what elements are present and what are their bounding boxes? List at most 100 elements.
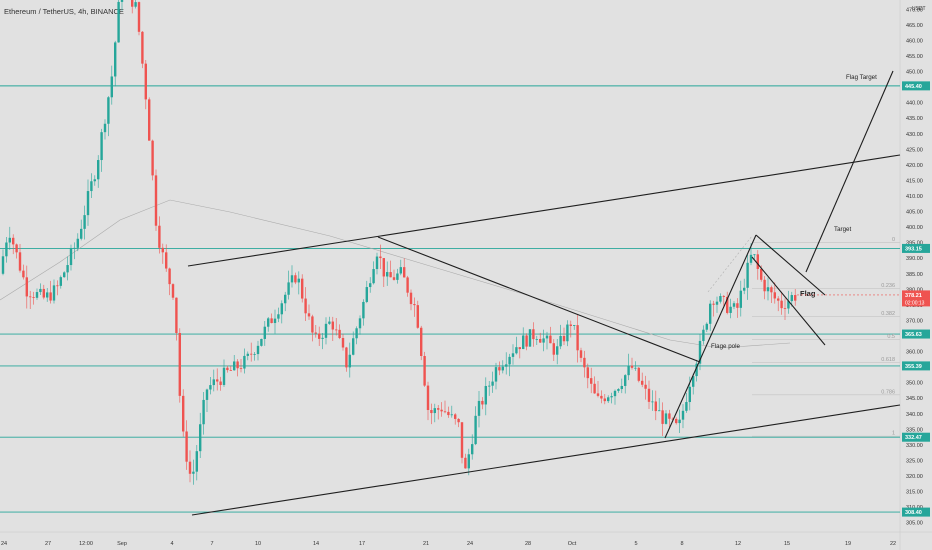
candle-body [355, 328, 358, 339]
level-price-label: 365.63 [905, 332, 922, 338]
candle-body [175, 297, 178, 334]
candle-body [35, 292, 39, 298]
candle-body [73, 247, 76, 249]
candle-body [423, 356, 426, 386]
candle-body [304, 298, 307, 314]
candle-body [624, 375, 627, 386]
candle-body [664, 413, 668, 424]
candle-body [753, 254, 756, 256]
candle-body [603, 398, 606, 402]
candle-body [756, 254, 759, 269]
candle-body [15, 244, 18, 253]
current-price-tag [902, 290, 930, 307]
x-tick-label: 22 [890, 541, 896, 547]
candle-body [216, 379, 219, 382]
candle-body [641, 380, 644, 385]
chart-annotation: Flag Target [846, 74, 877, 81]
candle-body [620, 385, 623, 390]
candle-body [460, 422, 464, 458]
candle-body [161, 247, 164, 253]
candle-body [593, 383, 596, 394]
chart-annotation: Flage pole [711, 343, 740, 350]
candle-body [182, 395, 185, 432]
candle-body [766, 287, 770, 292]
y-tick-label: 335.00 [906, 427, 923, 433]
candle-body [321, 337, 324, 339]
candle-body [474, 415, 477, 445]
y-tick-label: 460.00 [906, 38, 923, 44]
candle-body [607, 397, 610, 402]
candle-body [86, 191, 90, 216]
candle-body [144, 63, 147, 100]
candle-body [365, 287, 368, 302]
candle-body [399, 267, 402, 274]
fib-level-label: 0.618 [881, 357, 895, 363]
chart-annotation: Flag [800, 289, 816, 298]
candle-body [433, 408, 436, 414]
y-tick-label: 410.00 [906, 194, 923, 200]
candle-body [372, 269, 375, 284]
candle-body [382, 258, 385, 277]
candle-body [97, 160, 100, 180]
candle-body [671, 418, 674, 420]
candle-body [450, 414, 453, 416]
candle-body [511, 353, 515, 357]
candle-body [318, 333, 321, 339]
candle-body [32, 297, 35, 298]
y-tick-label: 385.00 [906, 272, 923, 278]
candle-body [29, 296, 32, 298]
candle-body [117, 1, 120, 43]
candle-body [379, 256, 382, 259]
y-tick-label: 305.00 [906, 521, 923, 527]
candle-body [695, 363, 698, 377]
candle-body [763, 279, 766, 292]
candle-body [613, 390, 617, 397]
candle-body [644, 384, 647, 389]
candle-body [675, 418, 678, 424]
candle-body [22, 270, 25, 278]
candle-body [311, 316, 314, 333]
candle-body [702, 329, 705, 341]
candle-body [688, 386, 691, 403]
candle-body [103, 123, 107, 133]
candle-body [352, 338, 355, 355]
candle-body [253, 354, 256, 355]
chart-annotation: Target [834, 226, 851, 233]
candle-body [389, 272, 392, 278]
candle-body [90, 181, 93, 192]
candle-body [440, 409, 443, 412]
candle-body [579, 350, 583, 358]
candle-body [280, 303, 283, 315]
candle-body [770, 287, 773, 293]
candle-body [668, 413, 671, 419]
candle-body [464, 457, 467, 469]
candle-body [647, 388, 651, 402]
candle-body [627, 365, 630, 376]
candle-body [576, 325, 579, 351]
level-price-label: 308.40 [905, 510, 922, 516]
level-price-tag [902, 243, 930, 253]
x-tick-label: 12 [735, 541, 741, 547]
candle-body [392, 277, 396, 280]
candle-body [556, 346, 559, 355]
candle-body [66, 265, 69, 273]
candle-body [239, 368, 243, 370]
candle-body [790, 295, 793, 302]
candle-body [569, 324, 572, 326]
candle-body [678, 419, 681, 424]
candle-body [583, 357, 586, 368]
candle-body [634, 367, 637, 369]
candle-body [386, 272, 389, 277]
fib-level-label: 1 [892, 431, 895, 437]
candle-body [42, 288, 45, 298]
candle-body [654, 401, 657, 412]
y-tick-label: 465.00 [906, 23, 923, 29]
candle-body [658, 410, 661, 412]
candle-body [185, 431, 188, 462]
y-tick-label: 440.00 [906, 101, 923, 107]
level-price-label: 445.40 [905, 84, 922, 90]
level-price-tag [902, 81, 930, 91]
candle-body [256, 345, 260, 355]
candle-body [749, 254, 753, 263]
